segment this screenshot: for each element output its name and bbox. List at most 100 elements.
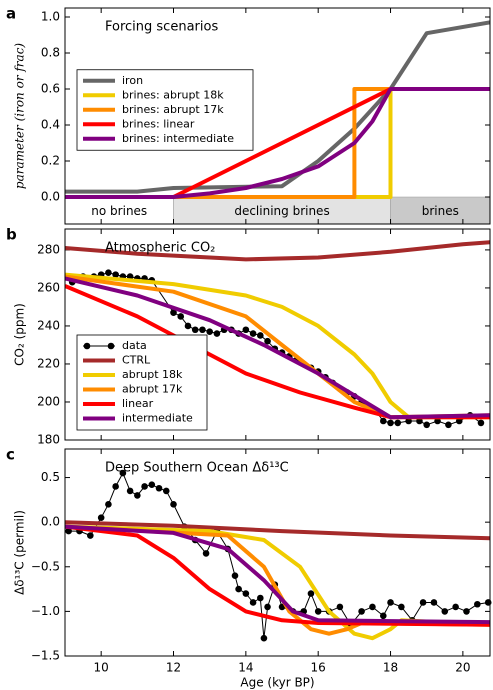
data-point [235, 585, 242, 593]
region [390, 196, 491, 225]
series-line [65, 20, 490, 194]
series-line [65, 524, 490, 627]
data-point [199, 326, 206, 334]
data-point [184, 322, 192, 330]
data-point [452, 603, 459, 611]
data-point [264, 603, 271, 611]
legend-label: brines: intermediate [122, 132, 234, 145]
data-point [419, 599, 427, 606]
region-label: brines [422, 204, 459, 218]
data-point [249, 599, 257, 606]
data-point [445, 421, 452, 429]
x-tick-label: 14 [238, 661, 253, 675]
data-point [474, 600, 481, 608]
data-point [202, 550, 210, 557]
y-tick-label: 0.0 [41, 190, 60, 204]
data-point [141, 483, 148, 490]
data-point [206, 328, 213, 335]
y-tick-label: −1.5 [31, 649, 60, 663]
data-point [97, 514, 105, 522]
y-tick-label: 0.8 [41, 46, 60, 60]
data-point [257, 332, 264, 339]
data-point [379, 417, 387, 425]
series-line [65, 240, 490, 262]
x-axis-label: Age (kyr BP) [240, 676, 314, 690]
x-tick-label: 12 [166, 661, 181, 675]
panel-label: c [6, 446, 15, 464]
data-point [455, 417, 463, 425]
panel-title: Forcing scenarios [105, 20, 218, 35]
data-point [170, 501, 177, 508]
data-point [87, 532, 94, 539]
data-point [126, 487, 134, 495]
region [64, 196, 174, 225]
data-point [170, 309, 177, 316]
data-point [148, 481, 156, 488]
data-point [264, 337, 271, 345]
y-axis-label: CO₂ (ppm) [13, 303, 27, 366]
data-point [162, 487, 170, 495]
data-point [387, 599, 394, 606]
panel-title: Atmospheric CO₂ [105, 241, 215, 256]
y-tick-label: 0.4 [41, 118, 60, 132]
data-point [65, 527, 72, 535]
plot-frame [64, 448, 491, 657]
plot-frame [64, 228, 491, 441]
y-tick-label: 220 [37, 356, 60, 370]
x-tick-label: 10 [94, 661, 109, 675]
y-tick-label: −0.5 [31, 559, 60, 573]
data-point [134, 492, 141, 499]
data-point [177, 313, 185, 320]
region-label: no brines [91, 204, 147, 218]
y-tick-label: 200 [37, 394, 60, 408]
panel-title: Deep Southern Ocean Δδ¹³C [105, 461, 289, 476]
y-tick-label: 1.0 [41, 10, 60, 24]
data-point [387, 419, 394, 427]
y-tick-label: −1.0 [31, 604, 60, 618]
y-tick-label: 280 [37, 242, 60, 256]
x-tick-label: 18 [383, 661, 398, 675]
data-point [257, 594, 264, 602]
legend-label: intermediate [122, 412, 193, 425]
y-tick-label: 180 [37, 433, 60, 447]
legend-marker [83, 342, 91, 350]
y-axis-label: Δδ¹³C (permil) [13, 510, 27, 595]
data-point [112, 271, 119, 278]
data-point [105, 501, 112, 508]
data-point [155, 484, 163, 492]
data-point [242, 326, 250, 334]
data-point [358, 608, 365, 615]
data-point [260, 634, 268, 642]
data-point [477, 419, 485, 427]
legend-label: abrupt 18k [122, 368, 183, 381]
y-tick-label: 260 [37, 280, 60, 294]
legend-label: abrupt 17k [122, 383, 183, 396]
y-tick-label: 240 [37, 318, 60, 332]
data-point [405, 417, 412, 425]
data-line [68, 472, 489, 639]
series-line [65, 520, 490, 541]
data-point [119, 469, 127, 477]
data-point [416, 417, 423, 425]
x-tick-label: 16 [311, 661, 326, 675]
plot-frame [64, 7, 491, 225]
series-line [65, 524, 490, 625]
legend-label: CTRL [122, 354, 151, 367]
data-point [307, 590, 315, 597]
x-tick-label: 20 [455, 661, 470, 675]
legend-label: data [122, 339, 147, 352]
data-point [314, 608, 322, 615]
region-label: declining brines [234, 204, 329, 218]
data-point [441, 608, 449, 615]
y-tick-label: 0.0 [41, 515, 60, 529]
data-point [423, 421, 431, 429]
y-tick-label: 0.5 [41, 470, 60, 484]
legend-label: brines: linear [122, 117, 195, 130]
series-line [65, 87, 490, 199]
legend-label: brines: abrupt 17k [122, 103, 224, 116]
data-point [398, 603, 405, 611]
data-point [231, 572, 239, 579]
data-point [191, 326, 199, 334]
series-line [65, 276, 490, 420]
